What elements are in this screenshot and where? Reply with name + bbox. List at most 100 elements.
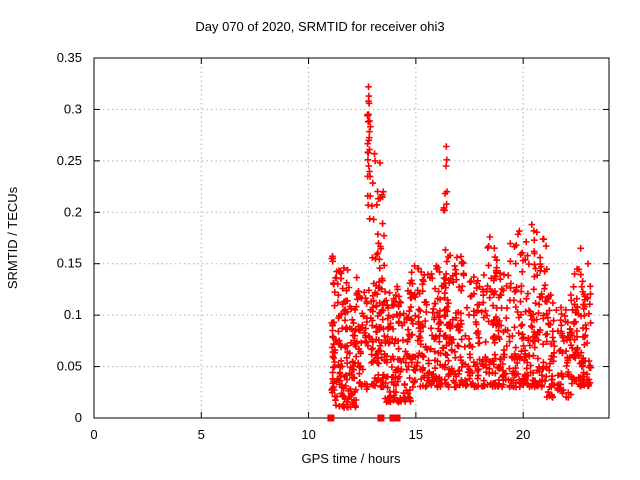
data-point [492, 370, 499, 377]
data-point [517, 298, 524, 305]
data-point [520, 381, 527, 389]
data-point [586, 300, 594, 308]
data-point [587, 283, 594, 290]
data-point [359, 366, 367, 373]
data-point [352, 403, 359, 411]
data-point [545, 320, 552, 327]
data-point [374, 230, 382, 238]
data-point [364, 118, 372, 126]
data-point [395, 365, 402, 372]
data-point [495, 376, 503, 384]
data-point [506, 297, 514, 304]
data-point [571, 352, 578, 359]
data-point [408, 269, 415, 276]
data-point [484, 244, 492, 252]
data-point [587, 290, 594, 298]
data-point [547, 391, 555, 399]
data-point [366, 128, 373, 135]
data-point [405, 363, 412, 370]
data-point [508, 382, 516, 390]
data-point [366, 117, 373, 125]
data-point [404, 326, 412, 333]
data-point [473, 321, 480, 328]
data-point [406, 307, 413, 315]
data-point [369, 317, 376, 324]
data-point [480, 291, 487, 299]
data-point [332, 274, 339, 282]
data-point [478, 360, 486, 367]
data-point [415, 306, 423, 313]
data-point [360, 289, 368, 296]
data-point [436, 338, 443, 345]
data-point [465, 335, 473, 343]
data-point [417, 341, 425, 348]
data-point [460, 270, 467, 277]
data-point [328, 255, 336, 262]
data-point [400, 355, 407, 362]
data-point [351, 332, 359, 339]
y-tick-label: 0.25 [57, 153, 82, 168]
data-point [409, 353, 416, 361]
data-point [415, 350, 423, 357]
y-tick-label: 0.35 [57, 50, 82, 65]
label-layer: Day 070 of 2020, SRMTID for receiver ohi… [5, 19, 445, 466]
data-point [475, 334, 483, 342]
data-point [530, 227, 538, 235]
y-tick-label: 0.3 [64, 101, 82, 116]
data-point [512, 344, 519, 351]
data-point [339, 285, 346, 292]
data-point [388, 379, 396, 386]
data-point [473, 284, 480, 292]
data-point [458, 363, 465, 371]
data-point [365, 83, 372, 91]
data-point [584, 260, 592, 267]
data-point [578, 283, 585, 290]
data-point [565, 389, 572, 397]
data-point [386, 323, 394, 330]
data-point [430, 316, 438, 323]
data-point [576, 360, 584, 367]
data-point [580, 305, 588, 313]
data-point [331, 346, 339, 354]
data-point [457, 353, 464, 361]
data-point [448, 367, 455, 375]
data-point [344, 297, 351, 305]
data-point [329, 322, 336, 329]
data-point [507, 258, 514, 265]
data-point [443, 156, 451, 164]
data-point [493, 320, 501, 328]
data-point [459, 283, 466, 290]
data-point [543, 265, 550, 273]
data-point [410, 379, 417, 386]
data-point [443, 200, 450, 208]
data-point [345, 284, 353, 291]
data-point [470, 273, 478, 281]
data-point [474, 301, 481, 309]
x-axis-label: GPS time / hours [302, 451, 401, 466]
data-point [419, 281, 426, 288]
data-point [522, 376, 529, 383]
data-point [365, 111, 372, 118]
data-point [403, 387, 410, 394]
data-point [575, 266, 583, 273]
data-point [558, 322, 565, 329]
data-point [414, 359, 421, 366]
tick-layer [93, 57, 609, 419]
data-point [382, 297, 390, 304]
data-point [342, 382, 350, 390]
data-point [374, 249, 382, 257]
data-point [531, 337, 539, 345]
data-point [499, 373, 506, 381]
data-point [581, 381, 588, 389]
data-point [560, 337, 568, 345]
data-point [377, 243, 384, 250]
data-point [538, 290, 545, 298]
data-point [536, 254, 544, 261]
data-point [429, 376, 436, 384]
data-point [456, 326, 464, 334]
data-point [385, 312, 392, 319]
data-point [455, 367, 462, 374]
data-point [557, 346, 564, 354]
data-point [555, 380, 563, 388]
data-point [405, 393, 412, 401]
